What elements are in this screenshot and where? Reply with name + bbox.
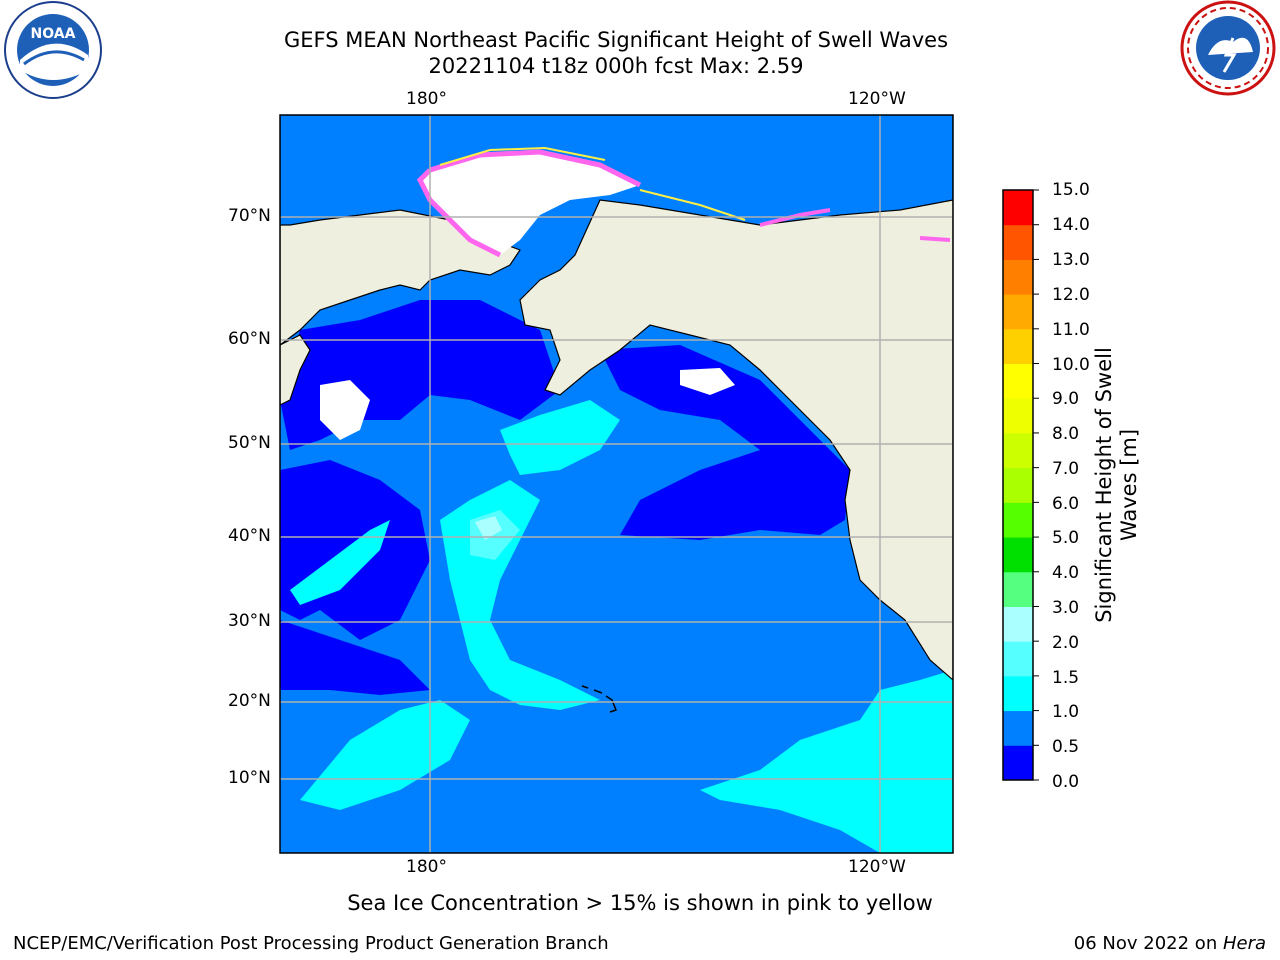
lon-label-top-120w: 120°W xyxy=(848,89,906,109)
footer-date: 06 Nov 2022 on Hera xyxy=(1074,933,1266,954)
cb-tick-8: 8.0 xyxy=(1052,424,1080,444)
lat-label-20n: 20°N xyxy=(228,691,271,711)
cb-tick-11: 11.0 xyxy=(1052,320,1090,340)
cb-tick-13: 13.0 xyxy=(1052,250,1090,270)
arctic-ice-area xyxy=(420,152,640,255)
lat-label-30n: 30°N xyxy=(228,611,271,631)
cb-tick-1-5: 1.5 xyxy=(1052,668,1080,688)
colorbar-label-line2: Waves [m] xyxy=(1117,428,1141,542)
cb-tick-0: 0.0 xyxy=(1052,772,1080,792)
nws-logo xyxy=(1180,0,1276,96)
mid-swell-southwest xyxy=(300,700,470,810)
cb-tick-0-5: 0.5 xyxy=(1052,737,1080,757)
colorbar-segment xyxy=(1003,606,1033,642)
colorbar-segment xyxy=(1003,745,1033,781)
land-hawaii xyxy=(581,685,617,713)
lon-label-top-180: 180° xyxy=(406,89,447,109)
colorbar-segment xyxy=(1003,259,1033,295)
cb-tick-10: 10.0 xyxy=(1052,355,1090,375)
footer-host: Hera xyxy=(1222,933,1266,954)
noaa-logo: NOAA xyxy=(4,1,102,99)
colorbar-segment xyxy=(1003,710,1033,746)
land-kamchatka xyxy=(280,334,311,406)
mid-swell-southeast xyxy=(700,670,953,853)
footer-branch: NCEP/EMC/Verification Post Processing Pr… xyxy=(13,933,609,954)
sea-ice-east xyxy=(759,208,951,242)
chart-title: GEFS MEAN Northeast Pacific Significant … xyxy=(283,28,949,52)
colorbar-segment xyxy=(1003,675,1033,712)
low-swell-gulf xyxy=(600,345,850,540)
lon-label-bottom-180: 180° xyxy=(406,857,447,877)
colorbar-segment xyxy=(1003,224,1033,260)
colorbar-segment xyxy=(1003,571,1033,607)
cb-tick-14: 14.0 xyxy=(1052,215,1090,235)
map-frame xyxy=(279,114,954,854)
ice-free-gulf xyxy=(680,368,735,395)
svg-text:NOAA: NOAA xyxy=(31,26,76,42)
cb-tick-12: 12.0 xyxy=(1052,285,1090,305)
low-swell-southwest xyxy=(280,620,430,695)
colorbar-segment xyxy=(1003,190,1033,226)
cb-tick-15: 15.0 xyxy=(1052,180,1090,200)
cb-tick-3: 3.0 xyxy=(1052,598,1080,618)
colorbar-segment xyxy=(1003,328,1033,365)
colorbar-label-line1: Significant Height of Swell xyxy=(1092,347,1116,623)
cb-tick-1: 1.0 xyxy=(1052,702,1080,722)
footer-date-text: 06 Nov 2022 on xyxy=(1073,933,1223,954)
cb-tick-9: 9.0 xyxy=(1052,389,1080,409)
lon-label-bottom-120w: 120°W xyxy=(848,857,906,877)
sea-ice-caption: Sea Ice Concentration > 15% is shown in … xyxy=(347,891,933,915)
lat-label-10n: 10°N xyxy=(228,768,271,788)
sea-ice-edge xyxy=(416,149,642,258)
colorbar-segment xyxy=(1003,432,1033,469)
lat-label-40n: 40°N xyxy=(228,526,271,546)
cb-tick-2: 2.0 xyxy=(1052,633,1080,653)
cb-tick-5: 5.0 xyxy=(1052,528,1080,548)
colorbar-segment xyxy=(1003,502,1033,538)
mid-swell-north xyxy=(500,400,620,475)
lat-label-50n: 50°N xyxy=(228,433,271,453)
chart-subtitle: 20221104 t18z 000h fcst Max: 2.59 xyxy=(428,54,804,78)
sea-ice-edge-yellow xyxy=(439,146,746,221)
colorbar-segment xyxy=(1003,641,1033,677)
cb-tick-4: 4.0 xyxy=(1052,563,1080,583)
cb-tick-7: 7.0 xyxy=(1052,459,1080,479)
highest-swell-patch xyxy=(475,516,502,540)
land-siberia xyxy=(280,115,521,346)
lat-label-70n: 70°N xyxy=(228,206,271,226)
cb-tick-6: 6.0 xyxy=(1052,494,1080,514)
mid-swell-west xyxy=(290,520,390,605)
colorbar-frame xyxy=(1002,189,1034,781)
lat-label-60n: 60°N xyxy=(228,329,271,349)
ice-free-okhotsk xyxy=(320,380,370,440)
colorbar-segment xyxy=(1003,363,1033,399)
colorbar-segment xyxy=(1003,294,1033,330)
colorbar-segment xyxy=(1003,398,1033,434)
colorbar-segment xyxy=(1003,467,1033,503)
gridlines xyxy=(280,115,953,853)
colorbar-segment xyxy=(1003,537,1033,573)
